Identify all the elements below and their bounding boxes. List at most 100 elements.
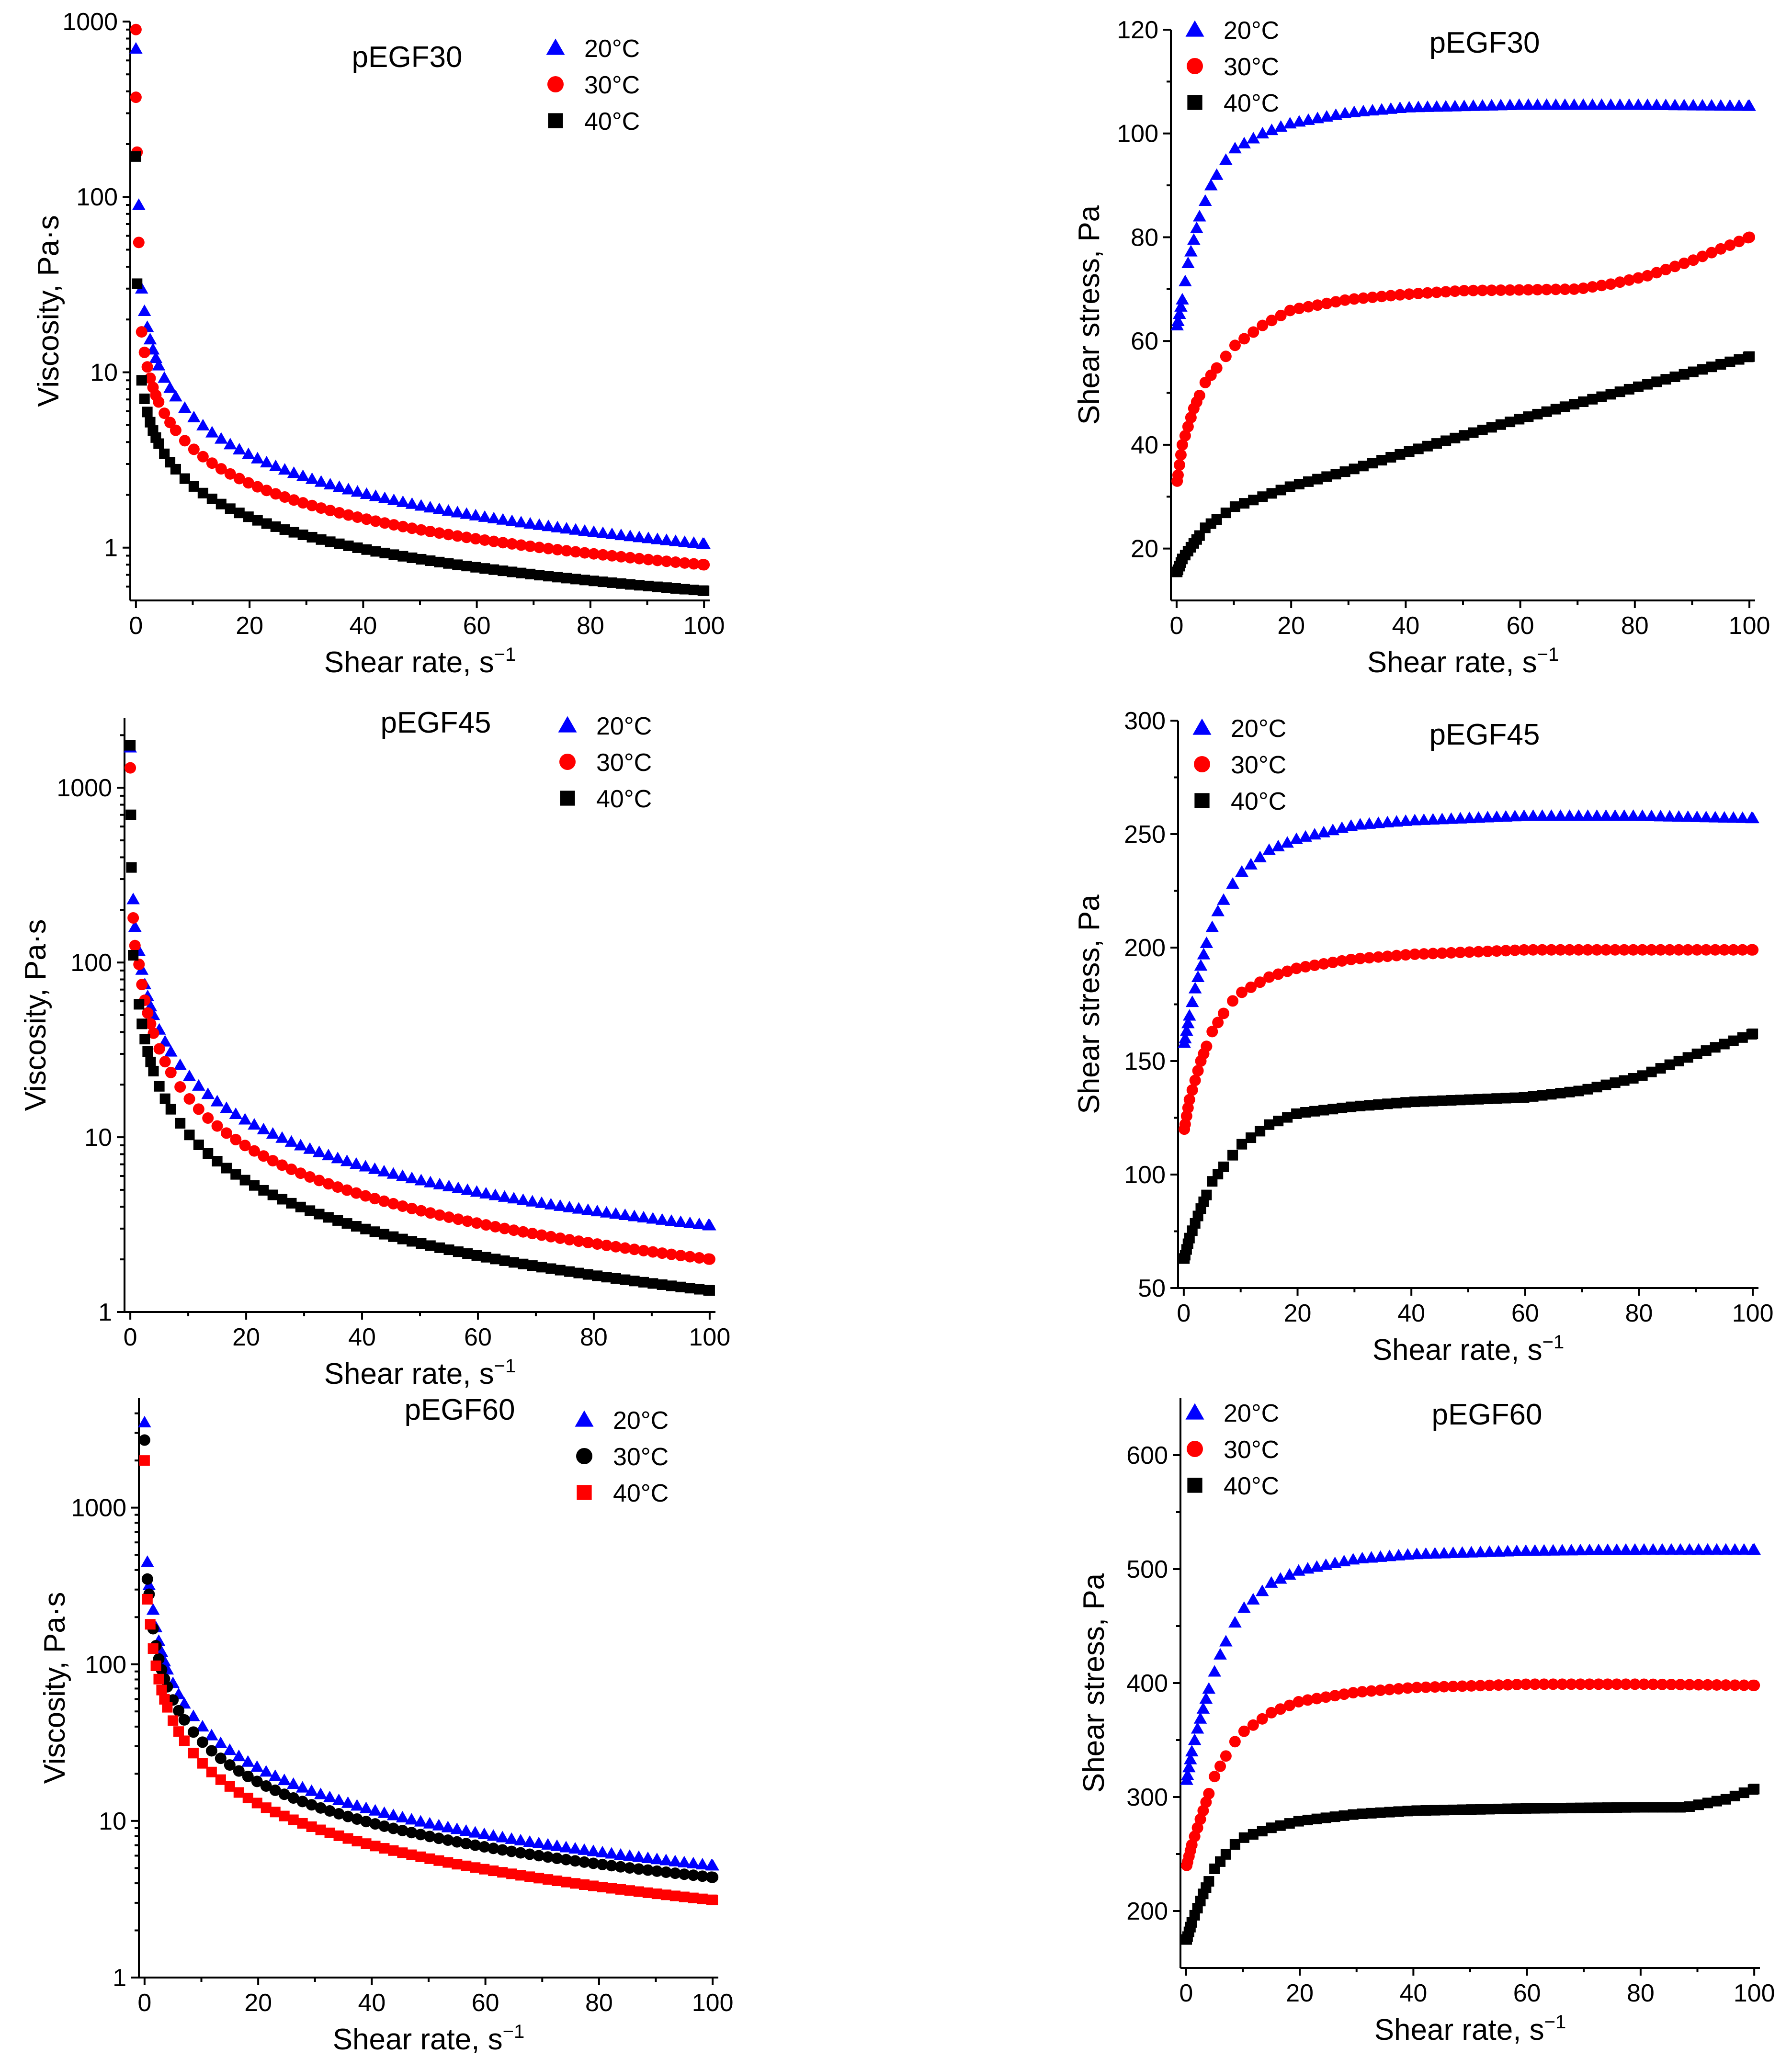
data-point (129, 42, 143, 54)
x-axis-label-exponent: −1 (1542, 1332, 1565, 1353)
data-point (1355, 1100, 1366, 1111)
data-point (1190, 221, 1203, 233)
data-point (169, 390, 182, 402)
data-point (1575, 1678, 1587, 1690)
data-point (187, 1726, 199, 1738)
data-point (230, 1169, 241, 1180)
data-point (1558, 98, 1572, 110)
data-point (1181, 1017, 1195, 1029)
data-point (159, 1694, 170, 1705)
data-point (1187, 58, 1203, 74)
data-point (387, 493, 401, 505)
data-point (1175, 449, 1187, 461)
data-point (295, 1201, 306, 1212)
data-point (434, 1242, 445, 1253)
data-point (1511, 1803, 1522, 1814)
data-point (139, 1034, 150, 1045)
data-point (470, 562, 481, 573)
data-point (1550, 404, 1561, 415)
data-point (1526, 809, 1540, 821)
data-point (523, 1835, 536, 1847)
data-point (139, 393, 150, 404)
data-point (1312, 474, 1323, 485)
data-point (242, 1792, 253, 1804)
data-point (270, 521, 281, 532)
data-point (405, 1813, 419, 1825)
data-point (1248, 1829, 1259, 1840)
series-1 (138, 1434, 719, 1883)
data-point (269, 459, 283, 471)
data-point (314, 1787, 328, 1799)
data-point (1428, 1096, 1439, 1107)
y-tick-label: 1000 (57, 774, 112, 802)
data-point (1559, 401, 1570, 412)
data-point (669, 1890, 681, 1901)
data-point (703, 1219, 716, 1231)
data-point (655, 1213, 669, 1225)
legend-label: 20°C (1224, 17, 1279, 45)
data-point (1474, 1680, 1486, 1692)
data-point (332, 480, 346, 492)
data-point (145, 1056, 156, 1068)
x-tick-label: 60 (1507, 612, 1534, 640)
data-point (322, 1178, 334, 1190)
data-point (1329, 1811, 1340, 1822)
data-point (588, 576, 600, 587)
data-point (1723, 99, 1737, 111)
data-point (642, 1887, 653, 1898)
data-point (1749, 1784, 1760, 1795)
legend: 20°C 30°C 40°C (546, 35, 640, 136)
data-point (1188, 982, 1202, 994)
data-point (1572, 809, 1586, 821)
data-point (1229, 1736, 1241, 1748)
data-point (505, 514, 519, 526)
data-point (1348, 1809, 1359, 1820)
data-point (1226, 877, 1239, 889)
data-point (1229, 1839, 1240, 1850)
data-point (665, 1214, 678, 1226)
data-point (361, 1838, 372, 1849)
data-point (592, 1270, 603, 1281)
data-point (1578, 396, 1589, 407)
data-point (1454, 947, 1466, 959)
data-point (1587, 394, 1598, 405)
data-point (1466, 1804, 1477, 1815)
data-point (1673, 1055, 1684, 1067)
data-point (352, 1835, 363, 1847)
data-point (277, 1773, 291, 1786)
data-point (178, 1714, 190, 1726)
data-point (1464, 1094, 1475, 1105)
data-point (406, 1849, 417, 1860)
data-point (1400, 1097, 1411, 1108)
data-point (1394, 289, 1406, 301)
data-point (1194, 959, 1208, 971)
series-1 (1179, 944, 1759, 1135)
data-point (1568, 399, 1580, 410)
data-point (1492, 1545, 1506, 1557)
data-point (397, 1233, 408, 1244)
x-axis-label-exponent: −1 (494, 644, 516, 665)
data-point (1309, 1106, 1320, 1117)
data-point (443, 1211, 455, 1223)
data-point (1330, 469, 1341, 480)
data-point (488, 1843, 499, 1854)
data-point (460, 507, 474, 519)
data-point (268, 1769, 282, 1781)
data-point (141, 1573, 153, 1585)
x-tick-label: 60 (1513, 1979, 1541, 2007)
data-point (578, 524, 591, 536)
data-point (1239, 498, 1250, 509)
data-point (332, 1181, 344, 1193)
data-point (534, 570, 545, 581)
data-point (651, 1888, 662, 1899)
data-point (1181, 1768, 1194, 1780)
data-point (360, 487, 374, 499)
data-point (1705, 99, 1718, 111)
data-point (1536, 944, 1548, 956)
data-point (587, 1844, 600, 1856)
data-point (333, 1808, 345, 1820)
data-point (656, 1247, 668, 1259)
data-point (297, 1818, 308, 1829)
data-point (1549, 98, 1563, 110)
data-point (1265, 1707, 1277, 1719)
